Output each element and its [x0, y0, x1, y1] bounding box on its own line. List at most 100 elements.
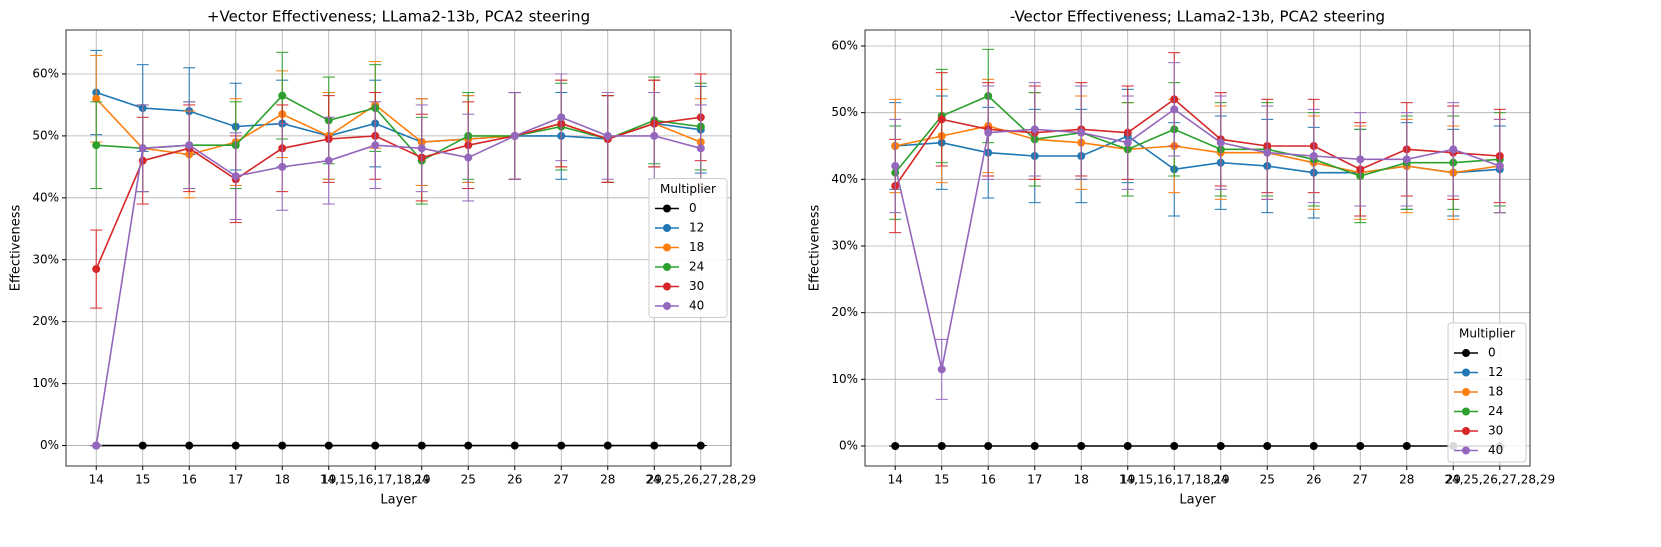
point — [1356, 442, 1365, 450]
x-tick-label: 15 — [934, 473, 949, 487]
legend-marker — [663, 204, 671, 213]
point — [231, 441, 240, 450]
point — [1123, 442, 1132, 450]
point — [278, 162, 287, 171]
series-line — [95, 116, 701, 446]
plot-frame — [864, 29, 1531, 467]
x-tick-label: 28 — [600, 473, 615, 487]
subplot: +Vector Effectiveness; LLama2-13b, PCA2 … — [9, 8, 757, 508]
legend-label: 30 — [1488, 424, 1503, 438]
point — [185, 141, 194, 150]
legend: Multiplier 0 12 18 24 30 40 — [1447, 322, 1527, 463]
point — [1077, 442, 1086, 450]
y-axis-label: Effectiveness — [808, 205, 823, 292]
x-tick-label: 24,25,26,27,28,29 — [645, 473, 756, 487]
y-tick-label: 40% — [32, 190, 59, 204]
y-tick-label: 30% — [831, 239, 858, 253]
x-tick-label: 27 — [554, 473, 569, 487]
point — [650, 441, 659, 450]
x-tick-label: 27 — [1353, 473, 1368, 487]
point — [510, 441, 519, 450]
legend-marker — [1462, 349, 1470, 357]
point — [278, 441, 287, 450]
x-tick-label: 15 — [135, 473, 150, 487]
point — [891, 162, 900, 170]
legend-title: Multiplier — [660, 182, 716, 196]
x-tick-label: 14,15,16,17,18,19 — [320, 473, 431, 487]
legend-label: 40 — [1488, 443, 1503, 457]
point — [1077, 128, 1086, 137]
point — [1216, 442, 1225, 450]
point — [92, 94, 101, 103]
x-tick-label: 24,25,26,27,28,29 — [1444, 473, 1555, 487]
y-tick-label: 60% — [831, 39, 858, 53]
y-tick-label: 20% — [831, 305, 858, 319]
legend-label: 12 — [689, 221, 704, 235]
series-line — [894, 98, 1500, 187]
plot-frame — [65, 29, 732, 467]
chart-title: +Vector Effectiveness; LLama2-13b, PCA2 … — [207, 8, 590, 26]
point — [371, 441, 380, 450]
chart-title: -Vector Effectiveness; LLama2-13b, PCA2 … — [1010, 8, 1385, 26]
point — [603, 131, 612, 140]
legend-label: 24 — [689, 260, 704, 274]
x-tick-label: 19 — [321, 473, 336, 487]
point — [1263, 442, 1272, 450]
legend-box — [648, 178, 728, 318]
point — [464, 441, 473, 450]
point — [1449, 145, 1458, 154]
point — [510, 131, 519, 140]
point — [937, 442, 946, 450]
point — [417, 144, 426, 153]
point — [1030, 125, 1039, 134]
point — [1309, 152, 1318, 160]
legend-label: 30 — [689, 279, 704, 293]
x-tick-label: 17 — [228, 473, 243, 487]
y-tick-label: 30% — [32, 252, 59, 266]
y-tick-label: 0% — [839, 439, 858, 453]
legend-marker — [1462, 407, 1470, 416]
point — [984, 442, 993, 450]
legend-title: Multiplier — [1459, 327, 1515, 341]
point — [984, 128, 993, 137]
x-tick-label: 18 — [275, 473, 290, 487]
point — [1356, 155, 1365, 164]
y-tick-label: 50% — [831, 105, 858, 119]
point — [1170, 442, 1179, 450]
point — [696, 144, 705, 153]
x-tick-label: 17 — [1027, 473, 1042, 487]
point — [557, 441, 566, 450]
legend-label: 0 — [1488, 346, 1496, 360]
point — [138, 441, 147, 450]
legend-box — [1447, 322, 1527, 463]
y-tick-label: 20% — [32, 314, 59, 328]
y-tick-label: 40% — [831, 172, 858, 186]
legend: Multiplier 0 12 18 24 30 40 — [648, 178, 728, 318]
legend-marker — [1462, 388, 1470, 396]
legend-marker — [663, 243, 671, 252]
x-tick-label: 16 — [981, 473, 996, 487]
x-tick-label: 14 — [888, 473, 903, 487]
point — [92, 265, 101, 274]
series-line — [894, 108, 1501, 370]
point — [371, 141, 380, 150]
x-tick-label: 19 — [1120, 473, 1135, 487]
legend-label: 18 — [1488, 385, 1503, 399]
point — [891, 442, 900, 450]
x-tick-label: 14 — [89, 473, 104, 487]
legend-marker — [663, 263, 671, 271]
x-tick-label: 24 — [414, 473, 429, 487]
y-tick-label: 60% — [32, 66, 59, 80]
y-tick-label: 10% — [831, 372, 858, 386]
point — [1216, 138, 1225, 147]
legend-label: 12 — [1488, 365, 1503, 379]
point — [417, 441, 426, 450]
point — [937, 115, 946, 124]
point — [1309, 442, 1318, 450]
x-tick-label: 29 — [647, 473, 662, 487]
x-tick-label: 25 — [461, 473, 476, 487]
x-tick-label: 18 — [1074, 473, 1089, 487]
x-tick-label: 24 — [1213, 473, 1228, 487]
